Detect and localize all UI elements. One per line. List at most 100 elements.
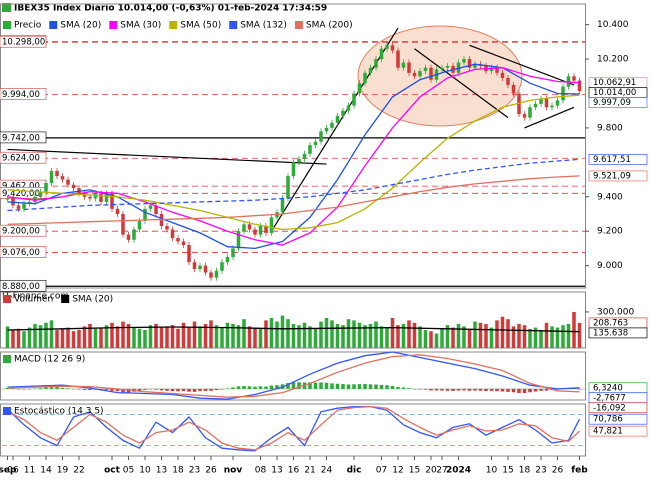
bar: [418, 326, 422, 348]
x-tick-label: 06: [7, 466, 19, 476]
bar: [82, 388, 87, 390]
x-tick-label: 26: [552, 466, 564, 476]
legend-label: SMA (20): [60, 21, 101, 31]
bar: [49, 386, 54, 389]
bar: [71, 331, 76, 348]
bar: [258, 328, 263, 348]
bar: [115, 326, 120, 348]
bar: [154, 323, 158, 348]
bar: [379, 384, 384, 389]
bar: [165, 326, 169, 348]
bar: [176, 328, 180, 348]
candle: [99, 193, 103, 202]
candle: [363, 72, 367, 84]
bar: [121, 321, 125, 348]
bar: [49, 320, 54, 348]
bar: [44, 387, 48, 389]
candle: [544, 98, 549, 108]
bar: [220, 388, 224, 390]
bar: [110, 388, 114, 391]
bar: [214, 325, 219, 348]
x-tick-label: 20: [425, 466, 437, 476]
x-tick-label: nov: [224, 466, 243, 476]
candle: [170, 229, 175, 239]
x-tick-label: 16: [288, 466, 300, 476]
candle: [324, 127, 329, 132]
level-label: 10.298,00: [2, 38, 45, 48]
legend-swatch: [3, 21, 11, 29]
bar: [456, 323, 461, 348]
legend-swatch: [169, 21, 178, 29]
x-tick-label: 27: [436, 466, 447, 476]
bar: [456, 388, 461, 391]
value-label: 10.062,91: [593, 78, 636, 88]
candle: [522, 114, 527, 118]
x-tick-label: 11: [24, 466, 35, 476]
bar: [93, 328, 98, 348]
x-tick-label: 08: [255, 466, 267, 476]
bar: [577, 388, 582, 390]
candle: [247, 224, 252, 230]
value-label: 6,3240: [593, 383, 623, 393]
chart-title: IBEX35 Index Diario 10.014,00 (-0,63%) 0…: [14, 4, 327, 14]
bar: [143, 329, 147, 348]
bar: [396, 387, 400, 389]
candle: [60, 176, 65, 180]
bar: [16, 388, 21, 390]
bar: [407, 388, 411, 389]
x-tick-label: 23: [535, 466, 546, 476]
bar: [187, 327, 191, 348]
bar: [126, 388, 131, 393]
bar: [423, 388, 428, 390]
bar: [489, 327, 494, 348]
series-line: [7, 351, 580, 400]
bar: [462, 388, 466, 391]
candle: [368, 67, 373, 73]
value-label: 9.521,09: [593, 171, 631, 181]
bar: [27, 327, 32, 348]
bar: [511, 388, 516, 393]
candle: [137, 220, 142, 230]
bar: [478, 322, 483, 348]
bar: [500, 316, 505, 348]
level-label-box: [0, 224, 47, 237]
bar: [445, 325, 450, 348]
bar: [66, 327, 70, 348]
bar: [489, 388, 494, 391]
candle: [319, 131, 323, 142]
bar: [473, 388, 477, 391]
bar: [60, 387, 65, 389]
candle: [55, 170, 59, 177]
candle: [16, 205, 21, 209]
bar: [236, 325, 241, 348]
candle: [473, 64, 477, 68]
bar: [506, 388, 510, 392]
bar: [500, 388, 505, 392]
bar: [275, 385, 279, 389]
bar: [533, 327, 538, 348]
bar: [374, 384, 378, 389]
legend-swatch: [3, 295, 11, 303]
legend-label: Volumen: [14, 295, 53, 305]
candle: [346, 105, 351, 111]
x-tick-label: 26: [205, 466, 217, 476]
bar: [506, 319, 510, 348]
level-label-box: [0, 35, 47, 48]
bar: [38, 388, 43, 389]
candle: [412, 72, 417, 77]
candle: [511, 84, 516, 94]
candle: [38, 191, 43, 197]
bar: [181, 322, 186, 348]
candle: [187, 244, 191, 263]
bar: [528, 388, 532, 393]
bar: [181, 388, 186, 392]
candle: [44, 183, 48, 192]
candle: [264, 226, 268, 233]
y-tick-label: 9.400: [597, 192, 623, 202]
bar: [60, 328, 65, 348]
x-tick-label: 18: [172, 466, 184, 476]
x-tick-label: 05: [123, 466, 134, 476]
level-label-box: [0, 246, 47, 258]
bar: [561, 325, 565, 348]
x-tick-label: dic: [347, 466, 362, 476]
